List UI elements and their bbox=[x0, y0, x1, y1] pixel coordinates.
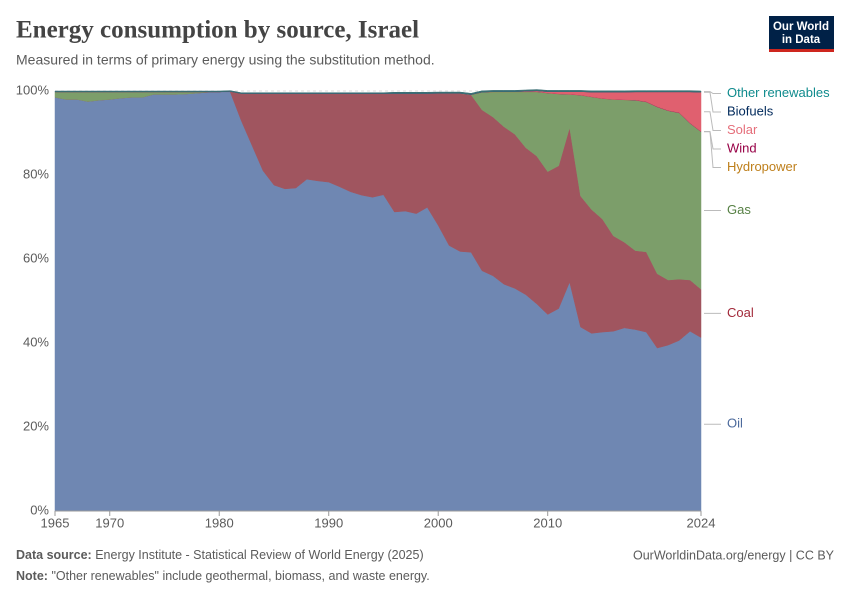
y-tick-label: 80% bbox=[23, 166, 49, 181]
y-tick-label: 100% bbox=[16, 82, 50, 97]
label-connector bbox=[704, 91, 721, 94]
label-connector bbox=[704, 131, 721, 150]
x-tick-label: 1965 bbox=[41, 515, 70, 530]
chart-subtitle: Measured in terms of primary energy usin… bbox=[16, 52, 435, 68]
logo-text: in Data bbox=[782, 34, 821, 46]
label-connector bbox=[704, 131, 721, 168]
note: Note: "Other renewables" include geother… bbox=[16, 569, 430, 583]
series-label: Oil bbox=[727, 416, 743, 431]
source-text: Energy Institute - Statistical Review of… bbox=[95, 548, 423, 562]
x-tick-label: 2000 bbox=[424, 515, 453, 530]
series-label: Other renewables bbox=[727, 85, 830, 100]
logo-underline bbox=[769, 49, 834, 52]
series-label: Gas bbox=[727, 202, 751, 217]
chart-title: Energy consumption by source, Israel bbox=[16, 17, 419, 44]
series-label: Coal bbox=[727, 305, 754, 320]
series-label: Solar bbox=[727, 122, 758, 137]
logo: Our World in Data bbox=[769, 16, 834, 52]
label-connector bbox=[704, 111, 721, 131]
x-tick-label: 1990 bbox=[314, 515, 343, 530]
series-label: Biofuels bbox=[727, 103, 774, 118]
logo-box bbox=[769, 16, 834, 50]
area bbox=[54, 89, 702, 95]
x-tick-label: 1980 bbox=[205, 515, 234, 530]
x-tick-label: 1970 bbox=[95, 515, 124, 530]
y-tick-label: 20% bbox=[23, 418, 49, 433]
y-tick-label: 60% bbox=[23, 250, 49, 265]
source: Data source: Energy Institute - Statisti… bbox=[16, 548, 424, 562]
url: OurWorldinData.org/energy | CC BY bbox=[633, 548, 835, 562]
note-label: Note: bbox=[16, 569, 48, 583]
source-label: Data source: bbox=[16, 548, 92, 562]
series-label: Hydropower bbox=[727, 159, 798, 174]
y-tick-label: 40% bbox=[23, 334, 49, 349]
x-tick-label: 2024 bbox=[687, 515, 716, 530]
label-connector bbox=[704, 91, 721, 113]
note-text: "Other renewables" include geothermal, b… bbox=[51, 569, 429, 583]
x-tick-label: 2010 bbox=[533, 515, 562, 530]
series-label: Wind bbox=[727, 140, 757, 155]
logo-text: Our World bbox=[773, 21, 829, 33]
y-tick-label: 0% bbox=[30, 502, 49, 517]
